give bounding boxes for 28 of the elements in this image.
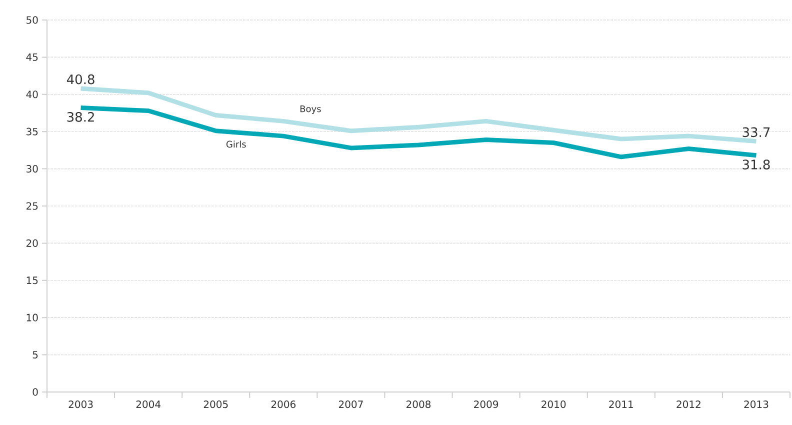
series-label: Girls: [226, 140, 246, 148]
y-tick-label: 0: [32, 388, 38, 396]
y-tick-label: 25: [26, 202, 38, 210]
data-label: 40.8: [66, 74, 94, 84]
y-tick-label: 30: [26, 165, 38, 173]
x-tick-label: 2011: [609, 400, 633, 408]
x-tick-label: 2009: [474, 400, 498, 408]
x-tick-label: 2005: [204, 400, 228, 408]
data-label: 33.7: [742, 127, 770, 138]
y-tick-label: 45: [26, 53, 38, 61]
x-tick-label: 2007: [338, 400, 363, 408]
x-tick-label: 2012: [676, 400, 700, 408]
x-tick-label: 2006: [271, 400, 296, 408]
y-tick-label: 5: [32, 351, 38, 358]
y-tick-label: 10: [26, 314, 38, 322]
x-tick-label: 2008: [406, 400, 431, 408]
y-tick-label: 35: [26, 128, 38, 136]
x-tick-label: 2010: [542, 400, 566, 408]
x-tick-label: 2013: [744, 400, 768, 408]
y-tick-label: 40: [26, 90, 38, 98]
y-tick-label: 50: [26, 16, 38, 24]
x-tick-label: 2003: [68, 400, 93, 408]
y-tick-label: 20: [26, 239, 38, 247]
x-tick-label: 2004: [136, 400, 160, 408]
data-label: 38.2: [67, 112, 94, 122]
series-label: Boys: [300, 106, 321, 114]
data-label: 31.8: [742, 160, 770, 170]
y-tick-label: 15: [26, 276, 38, 284]
